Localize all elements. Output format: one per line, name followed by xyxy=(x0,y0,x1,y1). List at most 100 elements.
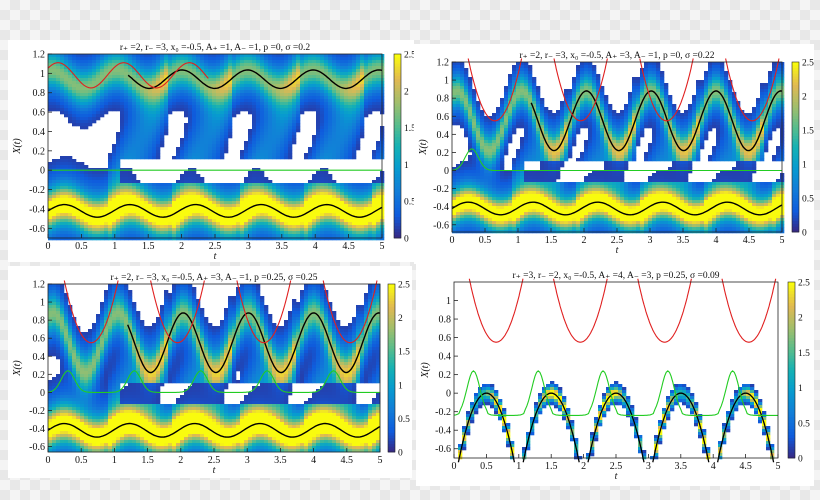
density-heatmap xyxy=(452,62,785,234)
colorbar-tick-label: 1.5 xyxy=(798,349,810,359)
y-tick-label: 0 xyxy=(40,166,45,177)
chart-2: 0 0.5 1 1.5 2 2.5 3 3.5 4 4.5 5 -0.6 -0.4 -0.2 0 0.2 0.4… xyxy=(418,51,814,256)
x-tick-label: 0.5 xyxy=(75,241,88,252)
y-tick-label: -0.6 xyxy=(433,220,449,231)
y-tick-label: 0.4 xyxy=(437,130,450,141)
colorbar xyxy=(788,282,795,459)
x-tick-label: 0 xyxy=(450,235,455,246)
green-curve xyxy=(47,370,380,393)
y-tick-label: 0.4 xyxy=(439,352,452,363)
colorbar-tick-label: 0 xyxy=(798,455,803,465)
y-tick-label: 1 xyxy=(40,69,45,80)
green-curve xyxy=(451,148,782,172)
x-tick-label: 2.5 xyxy=(610,461,623,472)
y-tick-label: 0.6 xyxy=(33,108,46,119)
x-tick-label: 3 xyxy=(648,235,653,246)
y-tick-label: -0.4 xyxy=(29,204,45,215)
mean-trajectory-2 xyxy=(522,392,580,463)
y-tick-label: -0.6 xyxy=(435,444,451,455)
x-tick-label: 1.5 xyxy=(545,235,558,246)
colorbar-frame xyxy=(393,53,402,239)
y-tick-label: 0.6 xyxy=(437,112,450,123)
y-tick-label: 0.2 xyxy=(33,370,46,381)
x-tick-label: 5 xyxy=(380,241,385,252)
y-tick-label: 0.2 xyxy=(437,148,450,159)
chart-panel-3: 0 0.5 1 1.5 2 2.5 3 3.5 4 4.5 5 -0.6 -0.4 -0.2 0 0.2 0.4… xyxy=(8,266,412,478)
colorbar-tick-label: 2 xyxy=(398,314,403,324)
mean-trajectory-3 xyxy=(587,392,645,463)
y-tick-label: -0.6 xyxy=(29,224,45,235)
y-tick-label: 0.8 xyxy=(437,94,450,105)
colorbar-tick-label: 1 xyxy=(798,384,803,394)
y-axis-label: X(t) xyxy=(12,360,23,377)
colorbar-tick-label: 0 xyxy=(802,229,807,239)
red-boundary-curve-4 xyxy=(725,58,780,122)
chart-panel-4: 0 0.5 1 1.5 2 2.5 3 3.5 4 4.5 5 -0.6 -0.4 -0.2 0 0.2 0.4… xyxy=(416,264,814,486)
density-heatmap xyxy=(48,54,385,241)
colorbar-tick-label: 2 xyxy=(798,314,803,324)
y-tick-label: 0.8 xyxy=(439,315,452,326)
x-tick-label: 1.5 xyxy=(142,241,155,252)
x-tick-label: 1 xyxy=(516,461,521,472)
chart-title: r₊ =3, r₋ =2, x₀ =-0.5, A₊ =4, A₋ =3, p … xyxy=(513,271,720,281)
colorbar-tick-label: 2.5 xyxy=(398,281,410,291)
x-tick-label: 4 xyxy=(711,461,716,472)
lower-mean-trajectory xyxy=(47,203,383,218)
y-tick-label: 0.2 xyxy=(439,370,452,381)
red-boundary-curve-3 xyxy=(639,58,694,122)
x-tick-label: 2 xyxy=(178,455,183,466)
chart-title: r₊ =2, r₋ =3, x₀ =-0.5, A₊ =3, A₋ =1, p … xyxy=(111,273,318,283)
y-tick-label: -0.4 xyxy=(29,424,45,435)
x-axis-label: t xyxy=(213,465,216,476)
colorbar-tick-label: 2 xyxy=(802,93,807,103)
red-boundary-curve-4 xyxy=(322,280,378,344)
x-tick-label: 3.5 xyxy=(274,455,287,466)
y-tick-label: 0.6 xyxy=(439,333,452,344)
y-tick-label: -0.2 xyxy=(433,184,449,195)
y-axis-label: X(t) xyxy=(420,362,431,379)
y-tick-label: 0.2 xyxy=(33,146,46,157)
x-tick-label: 3.5 xyxy=(675,461,688,472)
y-axis-label: X(t) xyxy=(418,139,429,156)
x-tick-label: 2.5 xyxy=(208,455,221,466)
x-tick-label: 4.5 xyxy=(743,235,756,246)
mean-trajectory-4 xyxy=(652,392,710,463)
x-tick-label: 2.5 xyxy=(209,241,222,252)
y-tick-label: 0 xyxy=(446,389,451,400)
colorbar xyxy=(792,62,799,233)
y-tick-label: -0.2 xyxy=(29,185,45,196)
y-tick-label: -0.4 xyxy=(435,426,451,437)
x-tick-label: 1 xyxy=(516,235,521,246)
chart-title: r₊ =2, r₋ =3, x₀ =-0.5, A₊ =1, A₋ =1, p … xyxy=(120,43,311,53)
y-tick-label: 1 xyxy=(40,298,45,309)
y-tick-label: 0.8 xyxy=(33,316,46,327)
red-boundary-curve-2 xyxy=(552,278,608,343)
y-tick-label: 0 xyxy=(444,166,449,177)
colorbar-tick-label: 0.5 xyxy=(802,195,814,205)
y-tick-label: 1 xyxy=(446,296,451,307)
x-tick-label: 4.5 xyxy=(341,455,354,466)
red-boundary-curve-1 xyxy=(63,280,119,344)
y-tick-label: 1 xyxy=(444,76,449,87)
red-boundary-curve xyxy=(47,62,209,89)
colorbar-tick-label: 0 xyxy=(404,235,409,245)
density-heatmap xyxy=(48,284,381,453)
x-tick-label: 1 xyxy=(112,455,117,466)
mean-trajectory-1 xyxy=(457,392,516,463)
colorbar-tick-label: 1 xyxy=(398,381,403,391)
colorbar-tick-label: 0.5 xyxy=(798,419,810,429)
green-curve xyxy=(453,370,778,416)
colorbar xyxy=(388,284,395,453)
mean-trajectory-5 xyxy=(716,392,775,463)
colorbar-tick-label: 1.5 xyxy=(404,124,414,134)
y-tick-label: -0.4 xyxy=(433,202,449,213)
red-boundary-curve-3 xyxy=(236,280,292,344)
colorbar-tick-label: 0.5 xyxy=(398,415,410,425)
x-tick-label: 4.5 xyxy=(739,461,752,472)
x-tick-label: 3 xyxy=(246,241,251,252)
chart-panel-2: 0 0.5 1 1.5 2 2.5 3 3.5 4 4.5 5 -0.6 -0.4 -0.2 0 0.2 0.4… xyxy=(414,44,814,264)
lower-mean-trajectory xyxy=(451,201,783,216)
x-tick-label: 4.5 xyxy=(342,241,355,252)
x-tick-label: 3 xyxy=(646,461,651,472)
x-tick-label: 1.5 xyxy=(141,455,154,466)
